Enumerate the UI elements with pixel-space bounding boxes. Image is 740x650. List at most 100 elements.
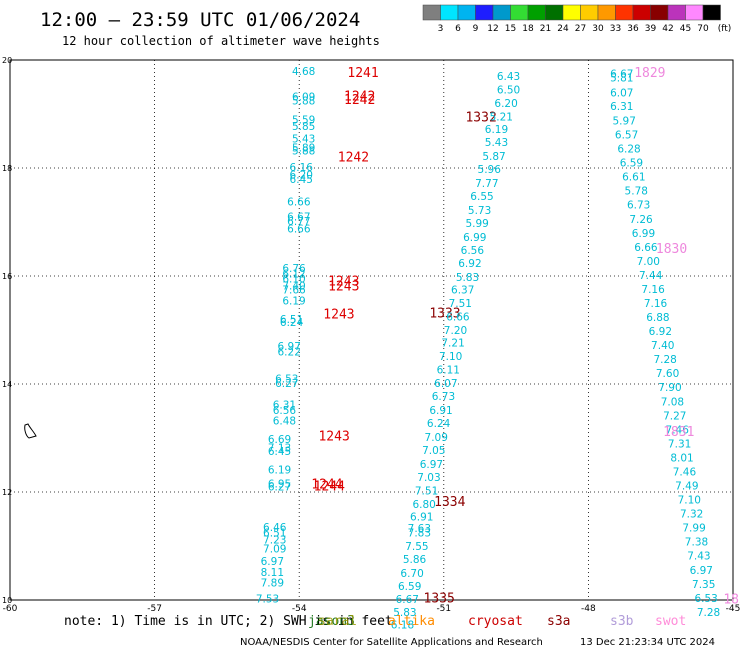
wave-height-value: 6.31 <box>273 400 296 412</box>
colorbar-swatch <box>632 4 651 21</box>
x-tick-label: -48 <box>581 604 596 614</box>
colorbar-swatch <box>440 4 459 21</box>
wave-height-value: 5.59 <box>292 114 315 126</box>
colorbar-tick-label: 45 <box>680 24 691 34</box>
colorbar-tick-label: 27 <box>575 24 586 34</box>
wave-height-value: 6.18 <box>391 619 414 631</box>
wave-height-value: 7.35 <box>692 579 715 591</box>
y-tick-label: 12 <box>2 488 12 497</box>
colorbar-tick-label: 15 <box>505 24 516 34</box>
pass-label: 1242 <box>344 90 375 105</box>
pass-label: 1332 <box>465 111 496 126</box>
wave-height-value: 5.81 <box>610 72 633 84</box>
wave-height-value: 6.73 <box>432 391 455 403</box>
wave-height-value: 6.67 <box>396 594 419 606</box>
wave-height-value: 7.05 <box>422 445 445 457</box>
wave-height-value: 5.43 <box>485 137 508 149</box>
wave-height-value: 7.23 <box>263 535 286 547</box>
wave-height-value: 6.59 <box>398 581 421 593</box>
y-tick-label: 16 <box>2 272 12 281</box>
island-outline <box>24 423 37 439</box>
wave-height-value: 6.20 <box>494 98 517 110</box>
wave-height-value: 7.08 <box>661 396 684 408</box>
colorbar-tick-label: 21 <box>540 24 551 34</box>
wave-height-value: 6.43 <box>497 71 520 83</box>
wave-height-value: 6.59 <box>620 158 643 170</box>
y-tick-label: 18 <box>2 164 12 173</box>
wave-height-value: 7.77 <box>475 178 498 190</box>
wave-height-value: 7.00 <box>637 256 660 268</box>
wave-height-value: 7.21 <box>441 337 464 349</box>
footer-timestamp: 13 Dec 21:23:34 UTC 2024 <box>580 637 715 648</box>
wave-height-value: 7.89 <box>261 578 284 590</box>
wave-height-value: 7.66 <box>282 285 306 297</box>
colorbar-tick-label: 42 <box>662 24 673 34</box>
pass-label: 1334 <box>434 495 465 510</box>
wave-height-value: 7.83 <box>408 528 431 540</box>
pass-label: 1241 <box>347 66 378 81</box>
wave-height-value: 6.67 <box>287 212 310 224</box>
colorbar-swatch <box>702 4 721 21</box>
wave-height-value: 7.43 <box>687 551 710 563</box>
wave-height-value: 7.51 <box>415 485 438 497</box>
wave-height-value: 7.09 <box>425 432 448 444</box>
chart-subtitle: 12 hour collection of altimeter wave hei… <box>62 34 380 48</box>
y-tick-label: 20 <box>2 56 12 65</box>
pass-label: 1243 <box>323 307 354 322</box>
pass-label: 1244 <box>311 477 342 492</box>
wave-height-value: 6.24 <box>280 317 304 329</box>
wave-height-value: 6.20 <box>290 169 313 181</box>
colorbar-swatch <box>562 4 581 21</box>
wave-height-value: 6.28 <box>617 144 640 156</box>
wave-height-value: 6.95 <box>268 478 291 490</box>
wave-height-value: 6.22 <box>278 347 301 359</box>
satellite-legend-cryosat: cryosat <box>468 614 523 629</box>
wave-height-value: 5.21 <box>490 112 513 124</box>
wave-height-value: 5.86 <box>403 554 427 566</box>
wave-height-value: 6.19 <box>282 295 305 307</box>
wave-height-value: 6.07 <box>610 87 633 99</box>
wave-height-value: 6.99 <box>463 232 486 244</box>
wave-height-value: 6.99 <box>632 228 655 240</box>
pass-label: 1831 <box>663 425 694 440</box>
wave-height-value: 7.63 <box>408 523 431 535</box>
wave-height-value: 6.19 <box>485 124 508 136</box>
colorbar-tick-label: 30 <box>592 24 604 34</box>
wave-height-value: 5.87 <box>482 151 505 163</box>
wave-height-value: 6.61 <box>622 172 645 184</box>
colorbar-tick-label: 12 <box>487 24 498 34</box>
wave-height-value: 6.66 <box>287 196 311 208</box>
wave-height-value: 6.91 <box>410 511 433 523</box>
colorbar-tick-label: 24 <box>557 24 569 34</box>
colorbar-swatch <box>685 4 704 21</box>
plot-frame <box>9 59 734 601</box>
satellite-legend-s3b: s3b <box>610 614 634 629</box>
wave-height-value: 5.83 <box>393 607 416 619</box>
wave-height-value: 5.73 <box>468 205 491 217</box>
pass-label: 1333 <box>429 307 460 322</box>
y-tick-label: 10 <box>2 596 12 605</box>
wave-height-value: 5.88 <box>292 146 315 158</box>
wave-height-value: 7.27 <box>663 410 686 422</box>
satellite-legend-saral: saral <box>318 614 357 629</box>
colorbar-swatch <box>527 4 546 21</box>
pass-label: 1243 <box>318 429 349 444</box>
colorbar-tick-label: 36 <box>627 24 639 34</box>
colorbar-swatch <box>667 4 686 21</box>
wave-height-value: 6.51 <box>263 528 286 540</box>
wave-height-value: 6.97 <box>420 459 443 471</box>
wave-height-value: 6.97 <box>261 556 284 568</box>
wave-height-value: 6.31 <box>610 101 633 113</box>
wave-height-value: 7.90 <box>658 382 681 394</box>
wave-height-value: 5.43 <box>292 133 315 145</box>
colorbar-swatch <box>615 4 634 21</box>
colorbar-swatch <box>510 4 529 21</box>
x-tick-label: -57 <box>147 604 162 614</box>
wave-height-value: 6.66 <box>634 242 658 254</box>
wave-height-value: 5.99 <box>465 218 488 230</box>
wave-height-value: 7.10 <box>678 495 701 507</box>
footer-credit: NOAA/NESDIS Center for Satellite Applica… <box>240 637 543 648</box>
wave-height-value: 6.66 <box>287 223 311 235</box>
wave-height-value: 6.56 <box>273 405 297 417</box>
wave-height-value: 7.44 <box>639 270 663 282</box>
